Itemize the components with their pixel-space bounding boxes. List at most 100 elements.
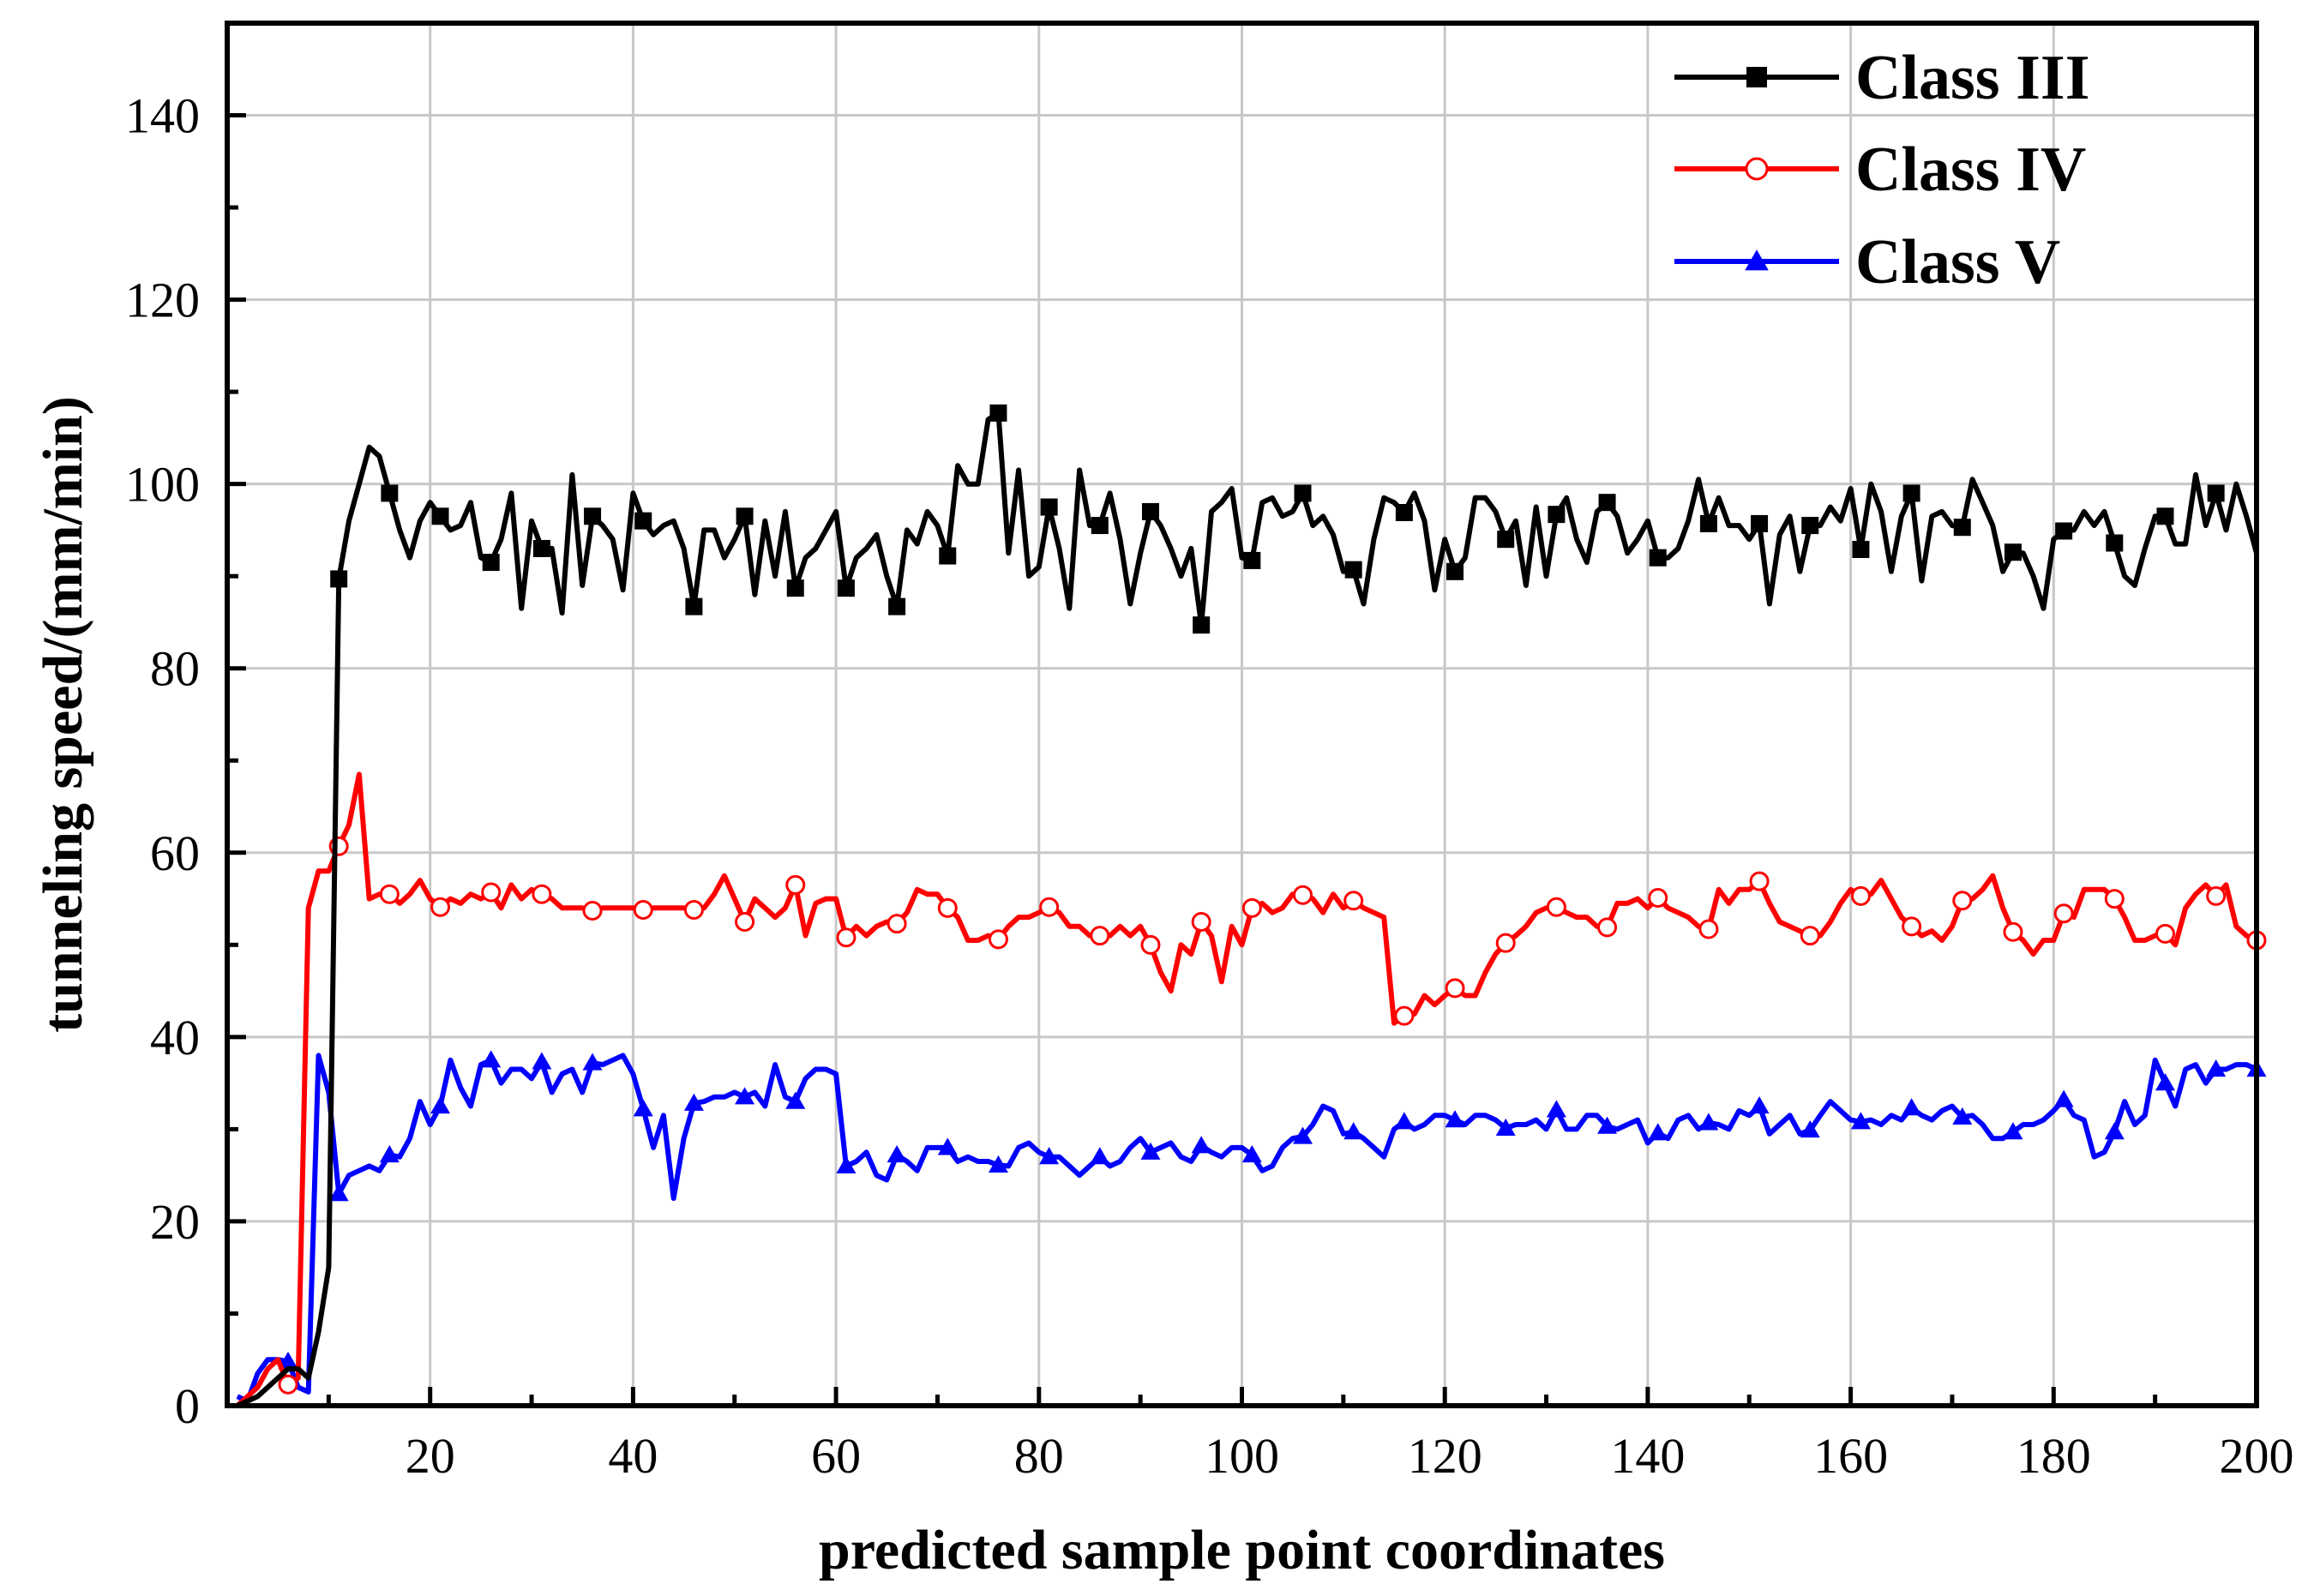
data-point-marker (683, 899, 704, 920)
data-point-marker (2104, 1122, 2125, 1140)
data-point-marker (1546, 1100, 1566, 1118)
data-point-marker (1497, 531, 1515, 549)
data-point-marker (1445, 1110, 1465, 1128)
legend-label: Class V (1855, 227, 2060, 297)
data-point-marker (1343, 891, 1364, 911)
data-point-marker (1751, 514, 1769, 532)
series-class-iii (236, 404, 2259, 1408)
data-point-marker (1293, 885, 1313, 905)
data-point-marker (1241, 1145, 1262, 1163)
legend-entry: Class V (1674, 227, 2060, 297)
x-tick-label: 40 (608, 1428, 658, 1484)
series-layer (235, 404, 2267, 1408)
data-point-marker (278, 1374, 298, 1395)
data-point-marker (1546, 897, 1566, 917)
data-point-marker (482, 554, 500, 572)
data-point-marker (2106, 534, 2124, 552)
legend-entry: Class IV (1674, 135, 2086, 205)
data-point-marker (1953, 519, 1971, 537)
data-point-marker (1597, 1116, 1618, 1134)
x-tick-label: 20 (406, 1428, 455, 1484)
data-point-marker (1952, 1107, 1973, 1125)
x-tick-label: 160 (1813, 1428, 1888, 1484)
series-class-iv (235, 771, 2267, 1408)
legend-label: Class IV (1855, 135, 2086, 205)
data-point-marker (379, 884, 400, 904)
data-point-marker (1495, 933, 1516, 953)
data-point-marker (887, 914, 907, 934)
y-tick-label: 20 (150, 1194, 200, 1250)
data-point-marker (736, 507, 754, 525)
x-tick-label: 100 (1205, 1428, 1279, 1484)
data-point-marker (1140, 1142, 1161, 1160)
series-line (235, 771, 2258, 1408)
data-point-marker (330, 570, 348, 588)
data-point-marker (2053, 1089, 2074, 1107)
data-point-marker (278, 1351, 298, 1370)
data-point-marker (1293, 1126, 1313, 1144)
data-point-marker (1394, 1112, 1415, 1130)
data-point-marker (2003, 921, 2023, 942)
data-point-marker (1445, 978, 1465, 999)
data-point-marker (1191, 911, 1211, 932)
x-tick-label: 80 (1014, 1428, 1064, 1484)
data-point-marker (1548, 506, 1566, 524)
x-tick-label: 180 (2016, 1428, 2091, 1484)
data-point-marker (633, 899, 653, 920)
data-point-marker (2206, 885, 2227, 906)
data-point-marker (582, 901, 603, 921)
data-point-marker (836, 1155, 856, 1174)
data-point-marker (1193, 616, 1211, 634)
data-point-marker (887, 1145, 907, 1163)
data-point-marker (2206, 1059, 2227, 1077)
data-point-marker (988, 929, 1008, 950)
data-point-marker (2003, 1122, 2023, 1140)
data-point-marker (1243, 551, 1261, 569)
data-point-marker (2155, 923, 2175, 944)
legend-marker (1746, 67, 1767, 87)
data-point-marker (2004, 543, 2022, 561)
data-point-marker (1852, 541, 1870, 559)
data-point-marker (1648, 887, 1668, 908)
data-point-marker (1039, 1147, 1060, 1165)
data-point-marker (1039, 897, 1060, 917)
data-point-marker (1140, 934, 1161, 955)
data-point-marker (430, 897, 451, 917)
y-tick-label: 120 (125, 273, 200, 328)
data-point-marker (430, 1096, 451, 1114)
x-tick-label: 200 (2220, 1428, 2294, 1484)
data-point-marker (379, 1145, 400, 1163)
data-point-marker (988, 1155, 1008, 1173)
data-point-marker (381, 484, 399, 502)
data-point-marker (1850, 885, 1871, 906)
data-point-marker (532, 884, 552, 904)
data-point-marker (1800, 1119, 1820, 1138)
data-point-marker (1241, 897, 1262, 918)
data-point-marker (1698, 1113, 1719, 1131)
data-point-marker (1090, 926, 1110, 946)
y-tick-label: 80 (150, 641, 200, 697)
legend-marker (1745, 157, 1769, 181)
data-point-marker (735, 1087, 755, 1105)
data-point-marker (633, 1099, 653, 1117)
data-point-marker (836, 927, 856, 948)
data-point-marker (785, 1091, 806, 1109)
data-point-marker (1749, 871, 1770, 891)
data-point-marker (2207, 484, 2225, 502)
axis-ticks (227, 21, 2259, 1408)
data-point-marker (1191, 1136, 1211, 1154)
data-point-marker (328, 1184, 349, 1202)
data-point-marker (1090, 1147, 1110, 1165)
data-point-marker (1597, 917, 1618, 938)
legend-marker (1745, 249, 1769, 271)
data-point-marker (937, 1137, 958, 1155)
data-point-marker (1394, 1005, 1415, 1026)
data-point-marker (584, 507, 602, 525)
data-point-marker (1801, 517, 1819, 535)
data-point-marker (1850, 1112, 1871, 1130)
data-point-marker (1649, 549, 1667, 567)
data-point-marker (1902, 484, 1920, 502)
data-point-marker (1902, 1098, 1922, 1116)
